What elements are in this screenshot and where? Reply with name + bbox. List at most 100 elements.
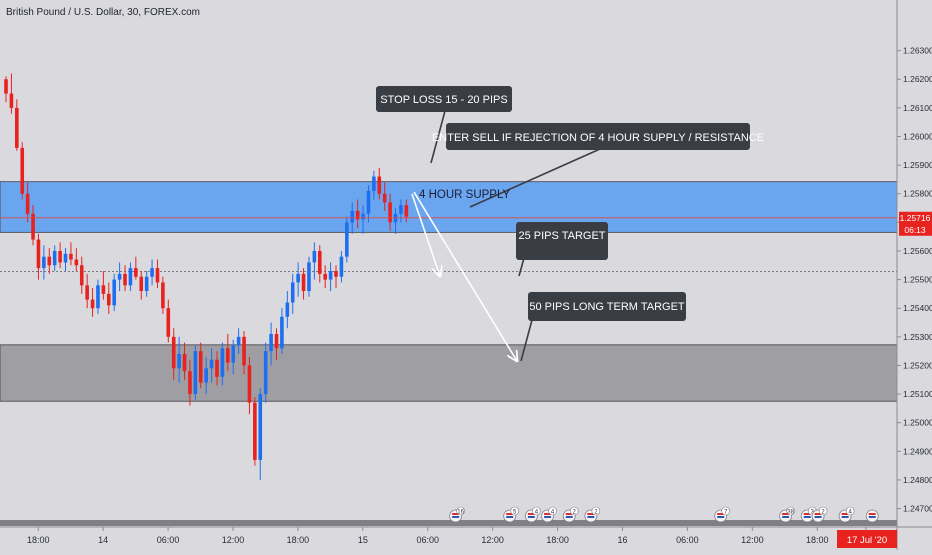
candle-body xyxy=(280,316,284,349)
candle xyxy=(215,351,219,386)
candle-body xyxy=(382,193,387,203)
candle-body xyxy=(79,265,84,286)
candle xyxy=(253,396,257,466)
callout-stop-loss[interactable]: STOP LOSS 15 - 20 PIPS xyxy=(376,86,512,112)
date-badge: 17 Jul '20 xyxy=(837,530,897,548)
event-flag[interactable]: 4 xyxy=(524,506,541,523)
candle-body xyxy=(177,354,181,369)
flag-stripe xyxy=(868,513,876,515)
candle xyxy=(301,268,306,300)
time-tick-label: 15 xyxy=(358,535,368,545)
candle xyxy=(31,205,35,246)
candle xyxy=(15,99,19,151)
candle xyxy=(36,233,41,280)
candle xyxy=(193,345,198,400)
candle-body xyxy=(166,308,171,337)
time-tick-label: 16 xyxy=(618,535,628,545)
candles-layer xyxy=(4,73,409,480)
candle xyxy=(144,271,149,297)
candle xyxy=(79,256,84,294)
flag-stripe xyxy=(782,516,790,518)
target-zone[interactable] xyxy=(0,344,898,402)
event-flag[interactable]: 4 xyxy=(541,506,557,523)
event-count-badge xyxy=(786,506,795,516)
candle-body xyxy=(52,250,57,266)
price-tick-label: 1.25900 xyxy=(903,160,932,170)
candle xyxy=(139,271,144,300)
price-tick-label: 1.24800 xyxy=(903,475,932,485)
event-count-badge xyxy=(818,506,828,516)
flag-stripe xyxy=(452,513,460,515)
current-price-badge: 1.25716 06:13 xyxy=(899,211,932,236)
candle-body xyxy=(112,279,116,306)
event-count: 38 xyxy=(787,510,794,516)
candle-body xyxy=(290,282,295,303)
candle xyxy=(382,182,387,211)
event-flag[interactable]: 38 xyxy=(779,506,795,523)
candle-body xyxy=(42,256,46,269)
supply-zone[interactable] xyxy=(0,181,898,233)
candle-body xyxy=(123,273,127,286)
event-flag[interactable]: 5 xyxy=(503,506,520,523)
flag-stripe xyxy=(506,516,514,518)
candle-body xyxy=(307,262,311,292)
event-count: 3 xyxy=(811,510,815,516)
candle-body xyxy=(188,371,192,395)
candle xyxy=(155,259,160,289)
candle-body xyxy=(334,271,338,277)
event-count-badge xyxy=(721,506,731,516)
candle-body xyxy=(361,213,365,220)
event-count: 4 xyxy=(535,510,539,516)
flag-stripe xyxy=(717,513,725,515)
event-flag[interactable]: 2 xyxy=(584,506,601,523)
candle xyxy=(366,185,371,223)
symbol-title[interactable]: British Pound / U.S. Dollar, 30, FOREX.c… xyxy=(6,7,200,18)
flag-stripe xyxy=(527,516,535,518)
callout-target-50[interactable]: 50 PIPS LONG TERM TARGET xyxy=(528,292,686,321)
target-50-pointer xyxy=(520,319,533,362)
time-tick-label: 12:00 xyxy=(481,535,504,545)
event-flag[interactable]: 7 xyxy=(714,506,731,523)
event-count: 5 xyxy=(513,510,517,516)
callout-target-25-text: 25 PIPS TARGET xyxy=(518,230,605,242)
time-tick-label: 18:00 xyxy=(546,535,569,545)
callout-target-50-text: 50 PIPS LONG TERM TARGET xyxy=(529,301,685,313)
event-flag[interactable]: 2 xyxy=(562,506,579,523)
event-flag[interactable] xyxy=(865,509,879,523)
candle xyxy=(25,182,30,223)
candle xyxy=(58,242,62,269)
event-count: 4 xyxy=(551,510,555,516)
price-tick-label: 1.26000 xyxy=(903,131,932,141)
candle xyxy=(101,271,106,300)
flag-stripe xyxy=(782,513,790,515)
candle-body xyxy=(128,268,133,286)
event-flag[interactable]: 4 xyxy=(838,506,855,523)
event-flag[interactable]: 2 xyxy=(811,506,828,523)
event-count: 2 xyxy=(821,510,825,516)
candle xyxy=(339,250,344,283)
candle-body xyxy=(20,147,25,194)
event-flag[interactable]: 16 xyxy=(449,506,465,523)
event-count: 7 xyxy=(724,510,728,516)
candle-body xyxy=(9,93,14,108)
candle xyxy=(63,248,68,271)
candle-body xyxy=(150,268,154,277)
event-count-badge xyxy=(591,506,601,516)
event-count: 2 xyxy=(573,510,577,516)
candle xyxy=(171,328,176,380)
candle-body xyxy=(85,285,89,300)
price-tick-label: 1.25400 xyxy=(903,303,932,313)
time-tick-label: 06:00 xyxy=(157,535,180,545)
candle-body xyxy=(339,256,344,277)
flag-stripe xyxy=(868,516,876,518)
time-tick-label: 12:00 xyxy=(741,535,764,545)
callout-enter-sell[interactable]: ENTER SELL IF REJECTION OF 4 HOUR SUPPLY… xyxy=(432,123,764,150)
price-tick-label: 1.24900 xyxy=(903,446,932,456)
candle xyxy=(112,273,116,312)
candle-body xyxy=(350,210,355,223)
callout-stop-loss-text: STOP LOSS 15 - 20 PIPS xyxy=(380,94,507,106)
candle-body xyxy=(220,348,225,377)
callout-target-25[interactable]: 25 PIPS TARGET xyxy=(516,222,608,260)
